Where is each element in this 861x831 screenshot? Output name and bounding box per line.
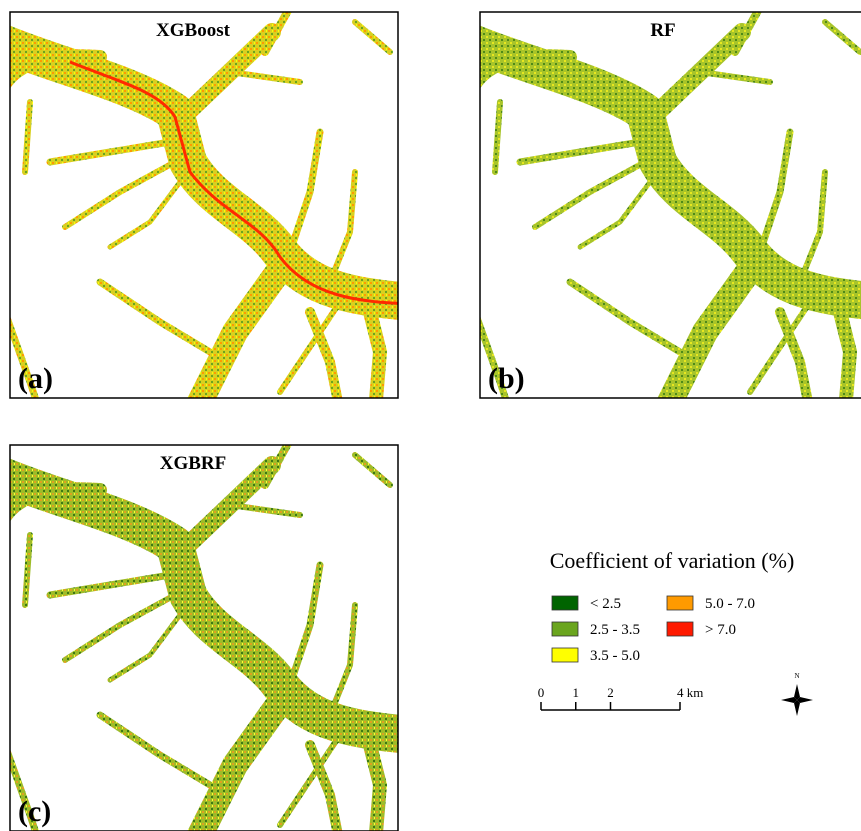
scale-label: 0	[538, 685, 545, 700]
river-network	[470, 7, 861, 412]
north-label: N	[794, 672, 799, 680]
legend-title: Coefficient of variation (%)	[550, 548, 795, 573]
map-panels: XGBoost (a) RF (b) XGBRF (c)	[0, 7, 861, 831]
north-arrow: N	[781, 672, 813, 716]
legend-swatch	[552, 648, 578, 662]
legend-label: < 2.5	[590, 596, 621, 612]
panel-label: (b)	[488, 362, 525, 395]
map-area	[0, 440, 410, 831]
legend-label: 3.5 - 5.0	[590, 648, 640, 664]
map-panel: RF (b)	[470, 7, 861, 412]
panel-label: (c)	[18, 795, 51, 828]
legend-swatch	[552, 596, 578, 610]
map-area	[0, 7, 410, 412]
map-panel: XGBRF (c)	[0, 440, 410, 831]
map-panel: XGBoost (a)	[0, 7, 410, 412]
figure: XGBoost (a) RF (b) XGBRF (c) Coefficient of v…	[0, 0, 861, 831]
scale-bar: 0 1 2 4 km	[538, 685, 704, 710]
panel-title: XGBRF	[160, 453, 227, 474]
legend-label: 2.5 - 3.5	[590, 622, 640, 638]
legend-swatch	[552, 622, 578, 636]
river-network	[0, 7, 410, 412]
scale-label: 4 km	[677, 685, 703, 700]
map-area	[470, 7, 861, 412]
legend-swatch	[667, 596, 693, 610]
scale-label: 1	[573, 685, 580, 700]
river-network	[0, 440, 410, 831]
legend-label: 5.0 - 7.0	[705, 596, 755, 612]
scale-label: 2	[607, 685, 614, 700]
panel-title: XGBoost	[156, 20, 231, 41]
legend-label: > 7.0	[705, 622, 736, 638]
panel-label: (a)	[18, 362, 53, 395]
legend-swatch	[667, 622, 693, 636]
legend: Coefficient of variation (%) < 2.5 2.5 - …	[550, 548, 795, 664]
panel-title: RF	[650, 20, 675, 41]
